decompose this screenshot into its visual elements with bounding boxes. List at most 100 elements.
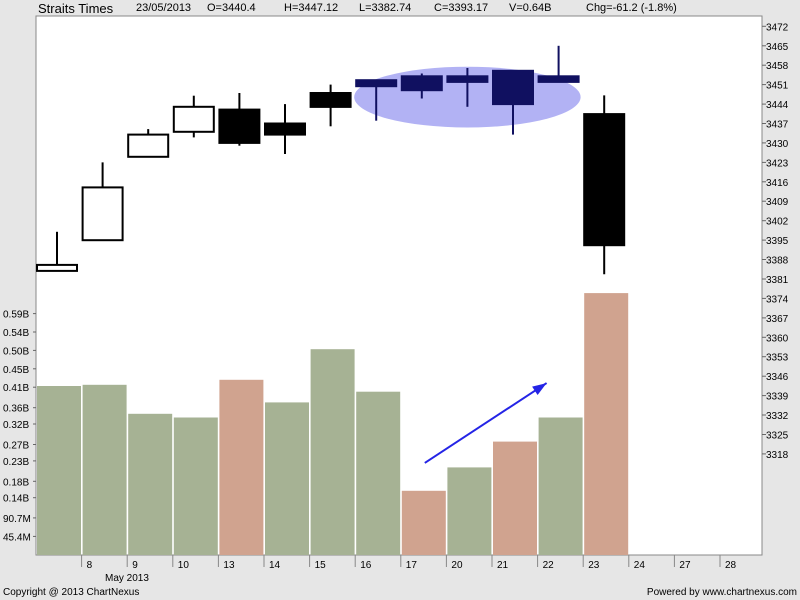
candle-body xyxy=(127,133,170,158)
price-tick-label: 3360 xyxy=(766,333,789,344)
price-candles xyxy=(36,45,626,275)
price-tick-label: 3472 xyxy=(766,22,789,33)
axes: 3472 3465 3458 3451 3444 3437 3430 3423 3416 3409… xyxy=(3,22,789,571)
x-tick-label: 15 xyxy=(315,560,327,571)
candle xyxy=(355,79,398,121)
quote-low: L=3382.74 xyxy=(359,2,412,14)
candle-body xyxy=(309,92,352,108)
candle-body xyxy=(400,75,443,92)
candle-body xyxy=(218,108,261,144)
price-tick-label: 3395 xyxy=(766,236,789,247)
price-tick-label: 3444 xyxy=(766,100,789,111)
candle-body xyxy=(492,69,534,106)
x-tick-label: 24 xyxy=(634,560,646,571)
powered-by-link[interactable]: Powered by www.chartnexus.com xyxy=(646,587,797,598)
candle-body xyxy=(583,113,626,247)
x-tick-label: 14 xyxy=(269,560,281,571)
x-tick-label: 23 xyxy=(588,560,600,571)
quote-close: C=3393.17 xyxy=(434,2,489,14)
volume-bar xyxy=(173,417,218,555)
price-tick-label: 3332 xyxy=(766,411,789,422)
price-tick-label: 3381 xyxy=(766,275,789,286)
volume-tick-label: 90.7M xyxy=(3,514,31,525)
price-tick-label: 3437 xyxy=(766,120,789,131)
volume-bar xyxy=(128,413,173,555)
x-tick-label: 27 xyxy=(679,560,691,571)
x-tick-label: 21 xyxy=(497,560,509,571)
volume-bar xyxy=(538,417,583,555)
price-tick-label: 3388 xyxy=(766,256,789,267)
price-tick-label: 3451 xyxy=(766,81,789,92)
x-tick-label: 9 xyxy=(132,560,138,571)
x-tick-label: 16 xyxy=(360,560,372,571)
price-tick-label: 3423 xyxy=(766,158,789,169)
candle-body xyxy=(172,105,215,133)
volume-bar xyxy=(447,467,492,555)
x-tick-label: 10 xyxy=(178,560,190,571)
candle xyxy=(492,69,534,135)
price-tick-label: 3346 xyxy=(766,372,789,383)
x-tick-label: 17 xyxy=(406,560,418,571)
volume-tick-label: 0.18B xyxy=(3,477,29,488)
x-tick-label: 22 xyxy=(543,560,555,571)
candle xyxy=(218,93,261,146)
price-tick-label: 3402 xyxy=(766,217,789,228)
volume-bar xyxy=(37,386,81,555)
volume-bar xyxy=(584,293,629,555)
price-tick-label: 3325 xyxy=(766,431,789,442)
x-tick-label: 28 xyxy=(725,560,737,571)
volume-bars xyxy=(37,293,629,555)
price-tick-label: 3318 xyxy=(766,450,789,461)
quote-volume: V=0.64B xyxy=(509,2,552,14)
volume-bar xyxy=(219,379,264,555)
quote-high: H=3447.12 xyxy=(284,2,339,14)
x-tick-label: 8 xyxy=(87,560,93,571)
candle xyxy=(400,73,443,99)
candle xyxy=(309,84,352,127)
price-tick-label: 3416 xyxy=(766,178,789,189)
volume-tick-label: 0.59B xyxy=(3,310,29,321)
price-tick-label: 3458 xyxy=(766,61,789,72)
x-tick-label: 13 xyxy=(223,560,235,571)
candle-body xyxy=(81,186,124,242)
candle xyxy=(264,104,306,154)
quote-open: O=3440.4 xyxy=(207,2,256,14)
volume-tick-label: 0.27B xyxy=(3,441,29,452)
volume-bar xyxy=(401,490,446,555)
volume-bar xyxy=(310,349,355,555)
quote-date: 23/05/2013 xyxy=(136,2,192,14)
price-tick-label: 3430 xyxy=(766,139,789,150)
volume-tick-label: 0.23B xyxy=(3,457,29,468)
volume-tick-label: 0.50B xyxy=(3,346,29,357)
volume-tick-label: 0.14B xyxy=(3,494,29,505)
price-tick-label: 3409 xyxy=(766,197,789,208)
candle xyxy=(127,129,170,158)
candle xyxy=(446,68,489,107)
volume-bar xyxy=(265,402,309,555)
trend-arrow-line xyxy=(424,382,548,464)
chart-title: Straits Times xyxy=(38,1,114,16)
candle-body xyxy=(36,263,78,272)
quote-change: Chg=-61.2 (-1.8%) xyxy=(586,2,677,14)
volume-bar xyxy=(82,384,127,555)
candle xyxy=(583,95,626,275)
candle xyxy=(537,45,580,83)
candle-body xyxy=(537,75,580,83)
price-tick-label: 3339 xyxy=(766,392,789,403)
quote-header: Straits Times 23/05/2013 O=3440.4 H=3447… xyxy=(0,0,800,18)
candle xyxy=(36,231,78,272)
volume-bar xyxy=(356,391,401,555)
volume-bar xyxy=(493,441,537,555)
candle-body xyxy=(264,122,306,136)
price-tick-label: 3367 xyxy=(766,314,789,325)
volume-tick-label: 0.32B xyxy=(3,420,29,431)
volume-tick-label: 0.45B xyxy=(3,365,29,376)
volume-tick-label: 45.4M xyxy=(3,532,31,543)
x-tick-label: 20 xyxy=(451,560,463,571)
price-tick-label: 3374 xyxy=(766,294,789,305)
volume-tick-label: 0.54B xyxy=(3,328,29,339)
candle-body xyxy=(446,75,489,83)
trend-arrow-head xyxy=(532,383,547,395)
x-axis-month-label: May 2013 xyxy=(105,573,149,584)
